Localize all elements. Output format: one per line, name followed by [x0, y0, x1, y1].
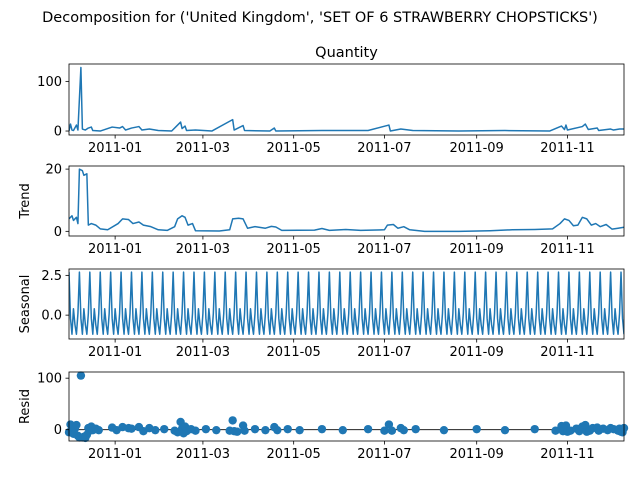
resid-point	[76, 371, 86, 380]
y-tick-label: 2.5	[41, 269, 62, 284]
x-tick-label: 2011-03	[176, 345, 230, 360]
x-tick-label: 2011-09	[450, 345, 504, 360]
x-tick-label: 2011-01	[88, 242, 142, 257]
resid-point	[273, 425, 282, 435]
resid-point	[363, 424, 373, 434]
resid-point	[500, 425, 510, 435]
resid-point	[201, 424, 211, 434]
figure-suptitle: Decomposition for ('United Kingdom', 'SE…	[42, 10, 598, 26]
series-line-observed	[69, 66, 624, 132]
x-tick-label: 2011-01	[88, 447, 142, 462]
resid-point	[191, 426, 200, 435]
x-tick-label: 2011-07	[357, 141, 411, 156]
resid-point	[551, 426, 560, 435]
y-tick-label: 0	[54, 125, 62, 140]
y-tick-label: 0	[54, 225, 62, 240]
resid-point	[94, 425, 103, 435]
resid-point	[399, 425, 408, 435]
resid-point	[240, 426, 249, 435]
resid-point	[72, 420, 81, 430]
resid-point	[151, 425, 160, 435]
resid-point	[472, 424, 481, 434]
x-tick-label: 2011-03	[176, 447, 230, 462]
resid-point	[160, 424, 169, 434]
axes-frame-trend	[68, 165, 625, 237]
y-tick-label: 0.0	[41, 309, 62, 324]
axes-frame-resid	[68, 371, 625, 442]
chart-panels: 2011-01 2011-03 2011-05 2011-07 2011-09 2011-…	[18, 45, 629, 462]
axes-frame-observed	[68, 63, 625, 136]
series-line-trend	[69, 168, 624, 233]
panel-trend: 2011-01 2011-03 2011-05 2011-07 2011-09 2011-…	[18, 163, 625, 257]
y-tick-label: 0	[54, 423, 62, 438]
x-tick-label: 2011-11	[540, 141, 594, 156]
x-tick-label: 2011-09	[450, 242, 504, 257]
resid-point	[581, 420, 590, 430]
panel-resid: 2011-01 2011-03 2011-05 2011-07 2011-09 2011-…	[18, 371, 629, 462]
x-tick-label: 2011-01	[88, 141, 142, 156]
resid-point	[283, 424, 292, 434]
x-tick-label: 2011-07	[357, 345, 411, 360]
resid-point	[212, 425, 221, 435]
resid-point	[387, 426, 397, 435]
x-tick-label: 2011-09	[450, 141, 504, 156]
y-axis-label: Resid	[18, 389, 33, 424]
x-tick-label: 2011-05	[267, 242, 321, 257]
panel-title: Quantity	[315, 45, 378, 61]
y-tick-label: 20	[45, 163, 62, 178]
x-tick-label: 2011-03	[176, 141, 230, 156]
resid-point	[250, 424, 260, 434]
resid-point	[338, 425, 347, 435]
x-tick-label: 2011-11	[540, 345, 594, 360]
x-tick-label: 2011-03	[176, 242, 230, 257]
x-tick-label: 2011-05	[267, 141, 321, 156]
resid-point	[411, 424, 420, 434]
panel-seasonal: 2011-01 2011-03 2011-05 2011-07 2011-09 2011-…	[18, 268, 625, 360]
resid-point	[127, 424, 136, 433]
resid-point	[295, 425, 304, 435]
resid-point	[228, 416, 237, 425]
x-tick-label: 2011-07	[357, 242, 411, 257]
x-tick-label: 2011-07	[357, 447, 411, 462]
x-tick-label: 2011-11	[540, 242, 594, 257]
resid-point	[261, 425, 270, 435]
y-axis-label: Seasonal	[18, 275, 33, 334]
y-tick-label: 100	[37, 372, 62, 387]
x-tick-label: 2011-11	[540, 447, 594, 462]
resid-point	[232, 427, 242, 436]
resid-point	[380, 426, 389, 435]
x-tick-label: 2011-09	[450, 447, 504, 462]
x-tick-label: 2011-01	[88, 345, 142, 360]
series-line-seasonal	[69, 271, 624, 335]
panel-observed: 2011-01 2011-03 2011-05 2011-07 2011-09 2011-…	[37, 45, 625, 156]
y-axis-label: Trend	[18, 183, 33, 220]
axes-frame-seasonal	[68, 268, 625, 340]
y-tick-label: 100	[37, 75, 62, 90]
resid-point	[439, 425, 449, 435]
x-tick-label: 2011-05	[267, 345, 321, 360]
x-tick-label: 2011-05	[267, 447, 321, 462]
resid-point	[530, 424, 539, 434]
resid-point	[317, 424, 327, 434]
